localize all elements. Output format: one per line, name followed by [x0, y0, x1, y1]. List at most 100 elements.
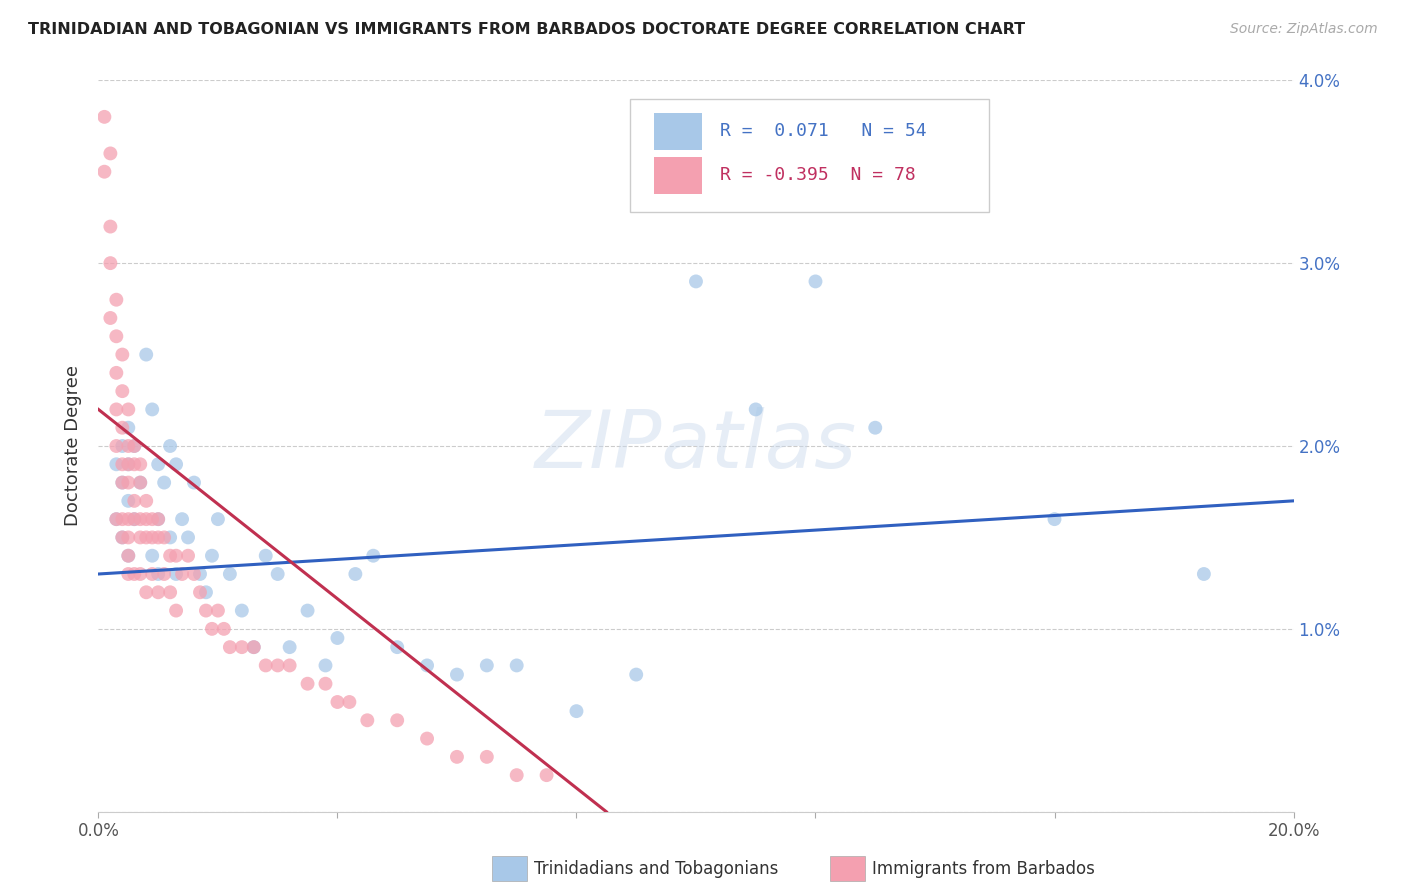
Point — [129, 530, 152, 544]
Point — [105, 402, 128, 417]
Point — [100, 256, 122, 270]
Point — [344, 567, 367, 582]
Point — [117, 493, 139, 508]
Text: Immigrants from Barbados: Immigrants from Barbados — [872, 860, 1095, 878]
Point — [111, 475, 134, 490]
Point — [105, 293, 128, 307]
Point — [165, 603, 187, 617]
Point — [111, 512, 134, 526]
Point — [124, 512, 146, 526]
Point — [135, 347, 157, 362]
Point — [865, 420, 887, 434]
Point — [243, 640, 266, 655]
Point — [124, 512, 146, 526]
Point — [231, 640, 253, 655]
Point — [148, 458, 170, 472]
Point — [385, 714, 409, 728]
Point — [297, 603, 319, 617]
Point — [135, 493, 157, 508]
Point — [195, 603, 218, 617]
Point — [195, 585, 218, 599]
Point — [105, 458, 128, 472]
Point — [188, 585, 211, 599]
Text: ZIPatlas: ZIPatlas — [534, 407, 858, 485]
Point — [506, 768, 529, 782]
Point — [165, 567, 187, 582]
Point — [141, 512, 163, 526]
Point — [172, 512, 194, 526]
Point — [297, 676, 319, 690]
Point — [105, 512, 128, 526]
Point — [339, 695, 360, 709]
Point — [626, 667, 648, 681]
Point — [148, 512, 170, 526]
Point — [183, 475, 205, 490]
Point — [105, 329, 128, 343]
Point — [506, 658, 529, 673]
Point — [254, 549, 277, 563]
Point — [117, 420, 139, 434]
Point — [315, 676, 337, 690]
Point — [159, 549, 181, 563]
Point — [177, 549, 200, 563]
Point — [141, 530, 163, 544]
Point — [105, 439, 128, 453]
Y-axis label: Doctorate Degree: Doctorate Degree — [65, 366, 83, 526]
Text: TRINIDADIAN AND TOBAGONIAN VS IMMIGRANTS FROM BARBADOS DOCTORATE DEGREE CORRELAT: TRINIDADIAN AND TOBAGONIAN VS IMMIGRANTS… — [28, 22, 1025, 37]
Point — [153, 530, 176, 544]
Point — [124, 439, 146, 453]
Point — [536, 768, 558, 782]
Point — [446, 749, 468, 764]
Point — [100, 146, 122, 161]
Point — [153, 475, 176, 490]
Point — [111, 475, 134, 490]
Point — [111, 347, 134, 362]
Point — [148, 567, 170, 582]
Point — [1192, 567, 1215, 582]
Point — [267, 567, 290, 582]
Text: R = -0.395  N = 78: R = -0.395 N = 78 — [720, 167, 915, 185]
Point — [117, 458, 139, 472]
Point — [159, 530, 181, 544]
Point — [135, 585, 157, 599]
Point — [243, 640, 266, 655]
Point — [278, 658, 301, 673]
Point — [153, 567, 176, 582]
Point — [111, 458, 134, 472]
Point — [148, 530, 170, 544]
Point — [475, 749, 498, 764]
Point — [177, 530, 200, 544]
Point — [315, 658, 337, 673]
Text: R =  0.071   N = 54: R = 0.071 N = 54 — [720, 122, 927, 140]
Point — [117, 458, 139, 472]
Point — [141, 567, 163, 582]
Point — [141, 402, 163, 417]
Point — [565, 704, 588, 718]
Point — [356, 714, 378, 728]
Bar — [654, 113, 702, 150]
Point — [93, 110, 115, 124]
Point — [188, 567, 211, 582]
Point — [117, 530, 139, 544]
Point — [172, 567, 194, 582]
Point — [105, 366, 128, 380]
Point — [183, 567, 205, 582]
Bar — [654, 157, 702, 194]
Point — [129, 567, 152, 582]
Point — [165, 458, 187, 472]
Point — [165, 549, 187, 563]
Point — [111, 384, 134, 399]
Point — [159, 585, 181, 599]
Point — [135, 512, 157, 526]
Point — [745, 402, 768, 417]
Point — [141, 549, 163, 563]
Point — [326, 695, 349, 709]
Point — [93, 164, 115, 178]
Point — [804, 275, 827, 289]
Point — [1043, 512, 1066, 526]
Point — [111, 439, 134, 453]
Point — [105, 512, 128, 526]
Point — [267, 658, 290, 673]
Point — [326, 631, 349, 645]
Point — [212, 622, 235, 636]
